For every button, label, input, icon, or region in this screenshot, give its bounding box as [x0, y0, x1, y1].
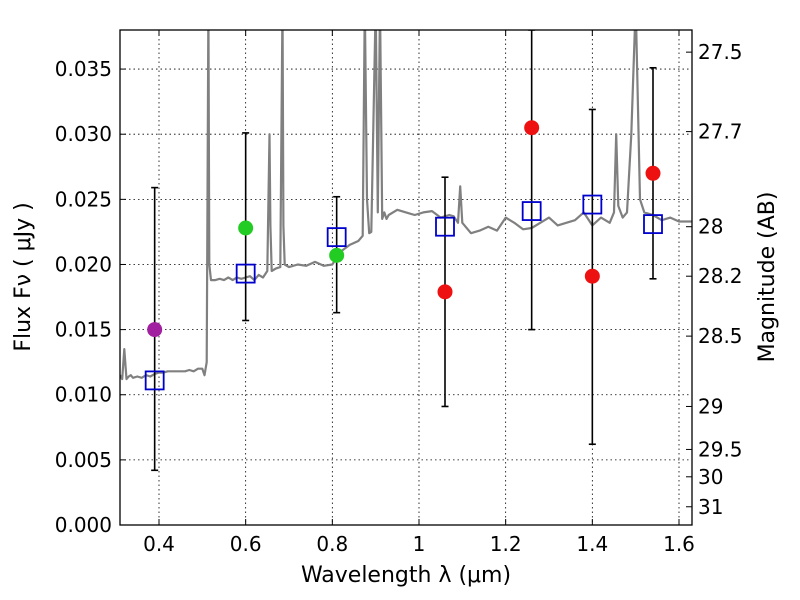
- magnitude-tick-label: 31: [698, 495, 723, 519]
- y-tick-label: 0.010: [55, 383, 112, 407]
- y-tick-label: 0.000: [55, 513, 112, 537]
- x-tick-label: 0.6: [230, 532, 262, 556]
- magnitude-tick-label: 28.5: [698, 324, 743, 348]
- observed-green-point: [329, 247, 345, 263]
- plot-background: [120, 30, 692, 525]
- observed-red-point: [645, 165, 661, 181]
- model-flux-square: [643, 214, 663, 234]
- plot-frame: [119, 29, 693, 526]
- x-tick-label: 1.4: [576, 532, 608, 556]
- y-tick-label: 0.030: [55, 122, 112, 146]
- observed-red-point: [437, 284, 453, 300]
- x-tick-label: 1.6: [663, 532, 695, 556]
- model-flux-square: [235, 263, 256, 284]
- model-flux-square: [582, 194, 603, 215]
- y-tick-label: 0.025: [55, 187, 112, 211]
- y-tick-label: 0.005: [55, 448, 112, 472]
- magnitude-tick-label: 29: [698, 394, 723, 418]
- y-axis-right-label: Magnitude (AB): [755, 192, 780, 363]
- observed-red-point: [584, 268, 600, 284]
- model-flux-square: [144, 370, 165, 391]
- observed-green-point: [238, 220, 254, 236]
- model-flux-square: [521, 201, 542, 221]
- data-layer: [120, 30, 692, 472]
- x-tick-label: 0.8: [316, 532, 348, 556]
- y-tick-label: 0.015: [55, 318, 112, 342]
- x-tick-label: 0.4: [143, 532, 175, 556]
- model-flux-square: [435, 216, 455, 237]
- observed-red-point: [524, 120, 540, 136]
- magnitude-tick-label: 27.5: [698, 40, 743, 64]
- y-tick-label: 0.035: [55, 57, 112, 81]
- x-axis-label: Wavelength λ (μm): [301, 563, 511, 588]
- magnitude-tick-label: 28.2: [698, 264, 743, 288]
- y-tick-label: 0.020: [55, 252, 112, 276]
- observed-violet-point: [147, 322, 163, 338]
- magnitude-tick-label: 29.5: [698, 437, 743, 461]
- model-flux-square: [326, 227, 347, 248]
- y-axis-label: Flux Fν ( μJy ): [11, 202, 36, 351]
- magnitude-tick-label: 30: [698, 465, 723, 489]
- x-tick-label: 1: [413, 532, 426, 556]
- magnitude-tick-label: 28: [698, 215, 723, 239]
- axis-ticks: 0.4 0.6 0.8 1 1.2 1.4 1.6 0.000 0.005 0.010 0.015 0…: [55, 30, 743, 556]
- magnitude-tick-label: 27.7: [698, 120, 743, 144]
- x-tick-label: 1.2: [490, 532, 522, 556]
